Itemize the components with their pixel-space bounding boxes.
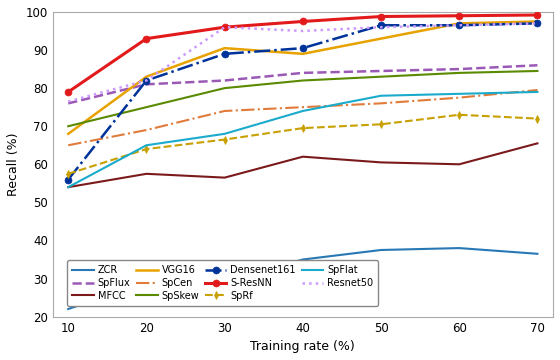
Y-axis label: Recall (%): Recall (%): [7, 132, 20, 196]
Legend: ZCR, SpFlux, MFCC, VGG16, SpCen, SpSkew, Densenet161, S-ResNN, SpRf, SpFlat, Res: ZCR, SpFlux, MFCC, VGG16, SpCen, SpSkew,…: [68, 260, 378, 306]
X-axis label: Training rate (%): Training rate (%): [250, 340, 355, 353]
